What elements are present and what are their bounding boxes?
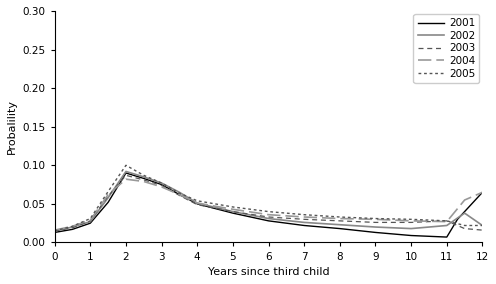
Y-axis label: Probalility: Probalility — [7, 99, 17, 154]
Legend: 2001, 2002, 2003, 2004, 2005: 2001, 2002, 2003, 2004, 2005 — [414, 14, 479, 83]
X-axis label: Years since third child: Years since third child — [208, 267, 329, 277]
